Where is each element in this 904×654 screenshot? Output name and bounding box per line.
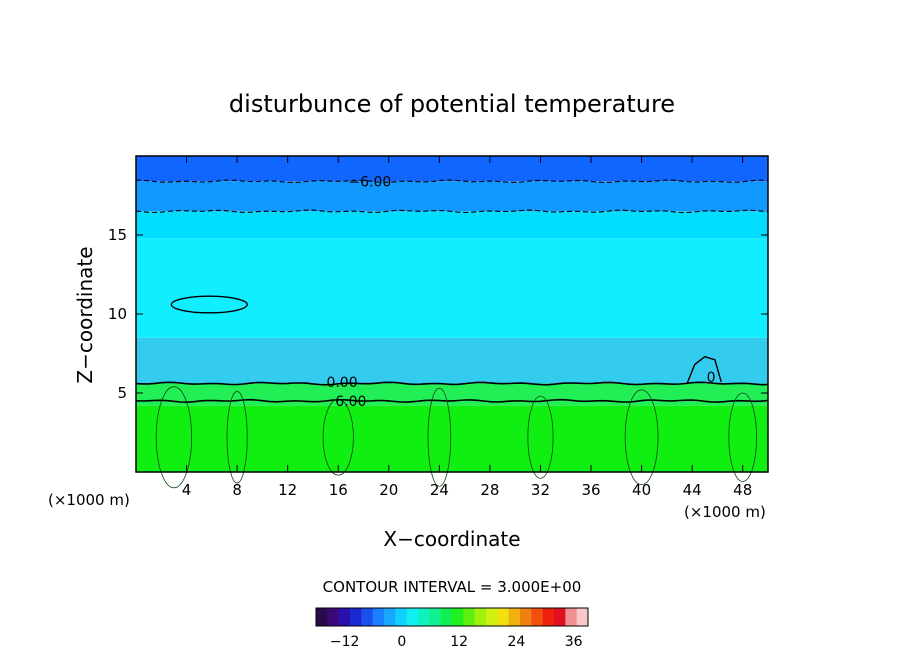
colorbar-swatch — [508, 608, 521, 626]
colorbar-swatch — [316, 608, 328, 626]
x-tick-label: 24 — [430, 481, 449, 499]
colorbar-swatch — [350, 608, 362, 626]
colorbar-swatch — [361, 608, 374, 626]
colorbar-frame — [315, 607, 589, 627]
colorbar-swatch — [565, 608, 578, 626]
colorbar-tick-label: 36 — [565, 634, 583, 650]
contour-band-2 — [136, 337, 768, 384]
colorbar-swatch — [384, 608, 396, 626]
x-tick-label: 4 — [182, 481, 192, 499]
contour-line--3 — [135, 209, 769, 214]
chart-title: disturbunce of potential temperature — [229, 90, 675, 118]
colorbar-swatch — [486, 608, 498, 626]
colorbar-swatch — [520, 608, 532, 626]
contour-band-6 — [136, 156, 768, 182]
x-unit-left: (×1000 m) — [48, 491, 130, 509]
x-axis-label: X−coordinate — [383, 527, 520, 551]
y-axis-label: Z−coordinate — [73, 246, 97, 383]
contour-bump — [686, 355, 722, 384]
contour-label-2: 6.00 — [335, 394, 366, 410]
colorbar-swatch — [452, 608, 464, 626]
lower-contour-4 — [527, 395, 554, 479]
x-tick-label: 48 — [733, 481, 752, 499]
lower-contour-2 — [322, 398, 354, 476]
lower-contour-3 — [427, 387, 452, 487]
x-tick-label: 44 — [683, 481, 702, 499]
y-tick-label: 5 — [117, 384, 127, 402]
x-tick-label: 12 — [278, 481, 297, 499]
x-tick-label: 20 — [379, 481, 398, 499]
lower-contour-1 — [226, 391, 248, 484]
y-tick-label: 10 — [108, 305, 127, 323]
contour-band-5 — [136, 181, 768, 212]
colorbar-tick-label: 12 — [450, 634, 468, 650]
colorbar-swatch — [542, 608, 555, 626]
lower-contour-5 — [624, 389, 659, 486]
colorbar-swatch — [338, 608, 351, 626]
x-tick-label: 32 — [531, 481, 550, 499]
colorbar-swatch — [576, 608, 589, 626]
colorbar-tick-label: 0 — [397, 634, 406, 650]
colorbar-swatch — [406, 608, 419, 626]
colorbar-swatch — [497, 608, 510, 626]
contour-label-0: −6.00 — [348, 174, 391, 190]
contour-label-3: 0 — [707, 370, 716, 386]
contour-band-0 — [136, 405, 768, 472]
x-tick-label: 28 — [480, 481, 499, 499]
colorbar-tick-label: 24 — [508, 634, 526, 650]
colorbar: −12 0 12 24 36 — [315, 607, 589, 650]
lower-contour-0 — [155, 386, 193, 489]
colorbar-tick-label: −12 — [330, 634, 360, 650]
contour-line--6 — [136, 179, 769, 184]
contour-band-3 — [136, 238, 768, 338]
colorbar-swatch — [463, 608, 476, 626]
x-tick-label: 36 — [581, 481, 600, 499]
contour-band-4 — [136, 211, 768, 239]
colorbar-swatch — [429, 608, 442, 626]
x-tick-label: 8 — [232, 481, 242, 499]
closed-contour — [170, 295, 248, 314]
x-tick-label: 16 — [329, 481, 348, 499]
colorbar-swatch — [372, 608, 385, 626]
colorbar-swatch — [418, 608, 430, 626]
colorbar-swatch — [440, 608, 453, 626]
colorbar-swatch — [474, 608, 487, 626]
contour-label-1: 0.00 — [326, 375, 357, 391]
y-tick-label: 15 — [108, 226, 127, 244]
colorbar-swatch — [395, 608, 408, 626]
lower-contour-6 — [728, 392, 758, 482]
contour-interval-text: CONTOUR INTERVAL = 3.000E+00 — [323, 578, 582, 596]
colorbar-swatch — [531, 608, 544, 626]
colorbar-swatch — [327, 608, 340, 626]
x-tick-label: 40 — [632, 481, 651, 499]
x-unit-right: (×1000 m) — [684, 503, 766, 521]
colorbar-swatch — [554, 608, 566, 626]
contour-line-6 — [135, 398, 769, 404]
contour-line-0 — [135, 381, 769, 386]
